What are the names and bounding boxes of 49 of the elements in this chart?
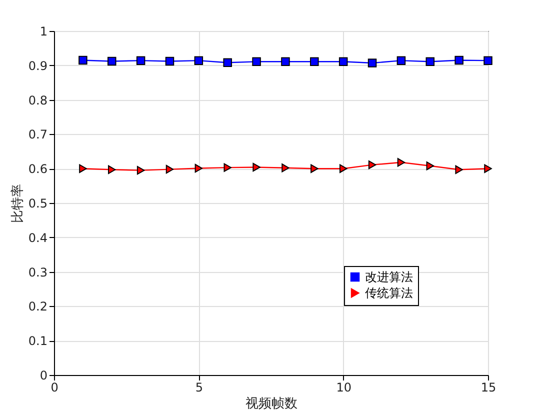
y-tick-label: 0.1 <box>28 334 48 348</box>
y-tick-label: 0.5 <box>28 196 48 210</box>
x-tick-label: 0 <box>50 380 58 394</box>
point <box>484 56 492 65</box>
y-axis-title: 比特率 <box>9 184 26 223</box>
point <box>426 57 435 66</box>
point <box>455 165 463 174</box>
y-tick-label: 0.2 <box>28 300 48 314</box>
point <box>282 164 290 172</box>
point <box>454 56 464 65</box>
legend-label: 改进算法 <box>365 270 413 284</box>
point <box>223 58 232 68</box>
x-axis-title: 视频帧数 <box>246 396 298 412</box>
y-tick-label: 0.7 <box>28 128 48 142</box>
point <box>78 56 88 65</box>
point <box>136 56 146 65</box>
point <box>165 56 174 66</box>
point <box>310 57 319 66</box>
point <box>107 56 116 66</box>
point <box>252 57 261 66</box>
point <box>484 164 492 173</box>
point <box>396 56 406 65</box>
x-tick-label: 5 <box>195 380 203 394</box>
y-tick-label: 0 <box>40 368 48 382</box>
point <box>281 57 290 66</box>
x-tick-label: 15 <box>480 380 496 394</box>
y-tick-label: 0.6 <box>28 162 48 176</box>
point <box>108 165 116 174</box>
point <box>166 164 174 174</box>
point <box>368 58 377 68</box>
y-tick-label: 0.4 <box>28 230 48 245</box>
point <box>136 166 145 175</box>
y-tick-label: 1 <box>40 24 48 38</box>
point <box>224 163 232 172</box>
point <box>252 162 260 172</box>
y-tick-label: 0.8 <box>28 93 48 108</box>
y-tick-label: 0.9 <box>28 58 48 73</box>
x-tick-label: 10 <box>336 380 352 394</box>
point <box>338 57 348 66</box>
point <box>426 161 434 170</box>
point <box>194 56 204 65</box>
y-tick-label: 0.3 <box>28 265 48 280</box>
point <box>79 164 87 173</box>
point <box>368 160 376 170</box>
point <box>397 158 406 167</box>
point <box>194 164 203 173</box>
point <box>310 164 318 173</box>
legend-label: 传统算法 <box>365 286 413 300</box>
point <box>339 164 348 173</box>
